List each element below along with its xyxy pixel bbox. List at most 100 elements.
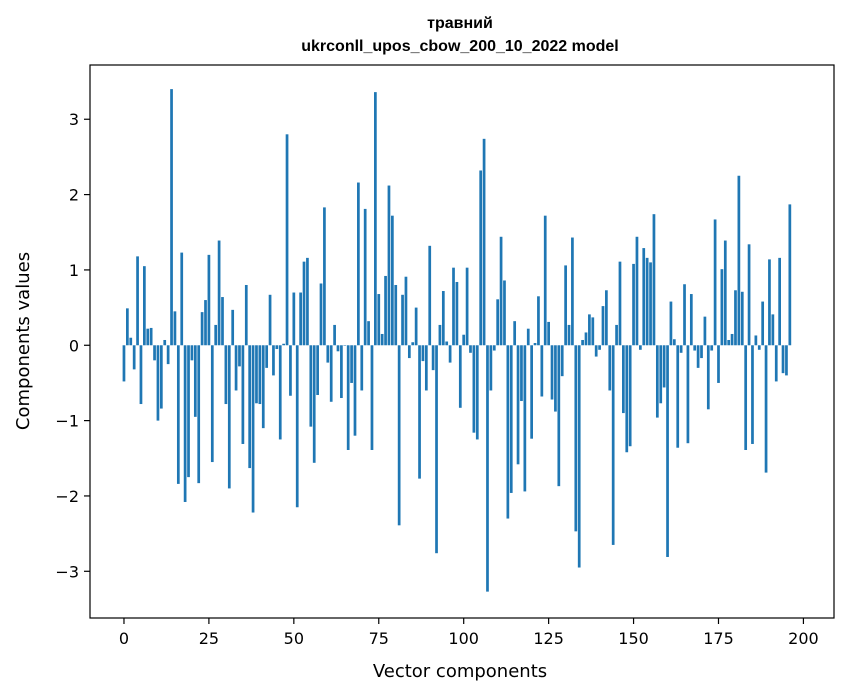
bar (238, 345, 241, 367)
bar (666, 345, 669, 557)
bar (683, 284, 686, 346)
bar (778, 257, 781, 346)
y-tick-label: −3 (55, 562, 79, 581)
bar (397, 345, 401, 526)
bar (754, 335, 758, 346)
bar (207, 254, 211, 346)
bar (384, 275, 387, 346)
x-tick-label: 25 (199, 629, 219, 648)
bar (357, 182, 360, 346)
bar (693, 345, 697, 351)
bar (411, 342, 415, 346)
y-axis: −3 −2 −1 0 1 2 3 (55, 110, 90, 581)
bar (401, 294, 404, 346)
bar (489, 345, 493, 391)
bar (350, 345, 353, 383)
bar (441, 291, 445, 346)
bar (346, 345, 350, 450)
bar (740, 291, 744, 346)
bar (265, 345, 269, 368)
bar (193, 345, 197, 417)
bar (598, 345, 601, 350)
bar (407, 345, 411, 359)
bar (241, 345, 245, 444)
bar (414, 307, 418, 346)
bar (672, 339, 676, 346)
bar (655, 345, 659, 418)
bar (594, 345, 598, 357)
bar (615, 324, 618, 346)
bar (268, 294, 272, 346)
bar (261, 345, 265, 429)
bar (757, 345, 761, 350)
bar (448, 345, 452, 363)
bar (713, 219, 717, 346)
bar (204, 300, 207, 346)
bar (234, 345, 238, 391)
bar (669, 301, 673, 346)
bar (197, 345, 201, 484)
bar (200, 312, 204, 346)
bar (628, 345, 632, 447)
bar (343, 345, 347, 346)
x-tick-label: 100 (448, 629, 479, 648)
bar (391, 215, 394, 346)
bar (129, 337, 133, 346)
bar (774, 345, 778, 382)
bar (312, 345, 316, 463)
bar (299, 292, 302, 346)
bar (560, 345, 564, 377)
bar (530, 345, 533, 439)
bar (149, 327, 153, 346)
bar (244, 284, 248, 346)
bar (768, 259, 771, 346)
chart-subtitle: ukrconll_upos_cbow_200_10_2022 model (301, 38, 618, 55)
bar (360, 345, 364, 391)
bar (499, 236, 503, 346)
bar (166, 345, 170, 365)
bar (516, 345, 520, 465)
bar (503, 280, 506, 346)
bar (340, 345, 343, 399)
bar (696, 345, 700, 368)
bar (611, 345, 615, 545)
bar (557, 345, 561, 487)
bar (679, 345, 683, 353)
bar (306, 257, 309, 346)
bar (377, 294, 381, 346)
bar (309, 345, 313, 427)
bar (452, 267, 455, 346)
bar (639, 345, 642, 350)
bar (465, 267, 469, 346)
bar (574, 345, 578, 532)
y-tick-label: 0 (69, 336, 79, 355)
bar (737, 175, 741, 346)
bar (547, 321, 550, 346)
bar (231, 309, 235, 346)
bar (183, 345, 187, 502)
bar (761, 301, 765, 346)
bar (475, 345, 479, 440)
bar (710, 345, 714, 351)
bar (438, 324, 442, 346)
bar (136, 256, 139, 346)
y-tick-label: −2 (55, 487, 79, 506)
bar (550, 345, 554, 400)
y-tick-label: 2 (69, 186, 79, 205)
bar (781, 345, 785, 374)
bar (605, 290, 608, 346)
x-axis: 0 25 50 75 100 125 150 175 200 (119, 618, 819, 648)
bar (333, 324, 336, 346)
bar (649, 262, 652, 346)
bar (632, 263, 635, 346)
bar (418, 345, 421, 479)
bar (686, 345, 690, 444)
bar (292, 292, 296, 346)
bar (567, 324, 571, 346)
bar (482, 138, 486, 346)
bar (533, 343, 537, 346)
bar (170, 89, 173, 346)
bar (435, 345, 438, 554)
